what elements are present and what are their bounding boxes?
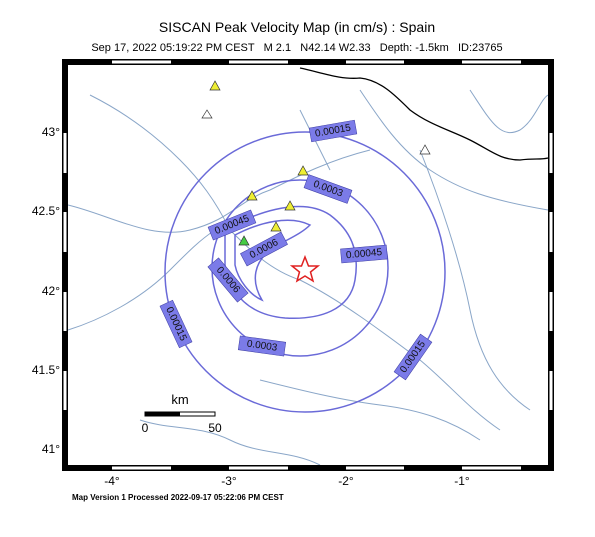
- y-axis-label: 42°: [42, 284, 60, 298]
- contour-label-box: [207, 257, 249, 303]
- contour-label-text: 0.0003: [246, 339, 278, 354]
- axis-labels: 43° 42.5° 42° 41.5° 41° -4° -3° -2° -1°: [32, 125, 470, 488]
- scale-unit: km: [171, 392, 188, 407]
- subtitle: Sep 17, 2022 05:19:22 PM CEST M 2.1 N42.…: [91, 42, 502, 54]
- contour-label: 0.00015: [308, 119, 358, 143]
- contour-label-text: 0.00045: [346, 247, 383, 261]
- contour-label-box: [340, 244, 388, 264]
- frame-border: [62, 59, 554, 471]
- title: SISCAN Peak Velocity Map (in cm/s) : Spa…: [159, 19, 435, 35]
- y-axis-label: 42.5°: [32, 204, 60, 218]
- coastline: [299, 67, 549, 161]
- contour-label-box: [303, 174, 353, 204]
- y-axis-label: 43°: [42, 125, 60, 139]
- map-frame: [62, 59, 554, 471]
- station: [201, 109, 213, 119]
- scale-end: 50: [208, 421, 222, 435]
- station: [284, 200, 296, 211]
- x-axis-label: -1°: [454, 474, 470, 488]
- rivers: [67, 89, 549, 466]
- footer: Map Version 1 Processed 2022-09-17 05:22…: [72, 493, 284, 502]
- contour-0.00015: [164, 131, 446, 413]
- station: [270, 221, 282, 232]
- map-area: 0.000150.00030.000450.000450.00060.00060…: [67, 65, 549, 466]
- x-axis-label: -3°: [221, 474, 237, 488]
- stations: [201, 80, 431, 246]
- contour-label-box: [393, 333, 433, 381]
- station: [419, 144, 431, 155]
- x-axis-label: -2°: [338, 474, 354, 488]
- contour-label-box: [240, 231, 288, 267]
- y-axis-label: 41.5°: [32, 363, 60, 377]
- contour-label-box: [237, 335, 287, 357]
- station: [246, 190, 258, 201]
- scale-bar: km 0 50: [142, 392, 222, 435]
- station: [238, 235, 250, 246]
- contour-label-box: [308, 119, 358, 143]
- station: [209, 80, 221, 91]
- contour-label: 0.00045: [340, 244, 388, 264]
- x-axis-label: -4°: [104, 474, 120, 488]
- y-axis-label: 41°: [42, 442, 60, 456]
- epicenter: [289, 254, 321, 283]
- station: [297, 165, 309, 176]
- contour-label-box: [159, 299, 193, 349]
- contour-label: 0.0003: [237, 335, 287, 357]
- contour-label-box: [207, 209, 257, 241]
- scale-start: 0: [142, 421, 149, 435]
